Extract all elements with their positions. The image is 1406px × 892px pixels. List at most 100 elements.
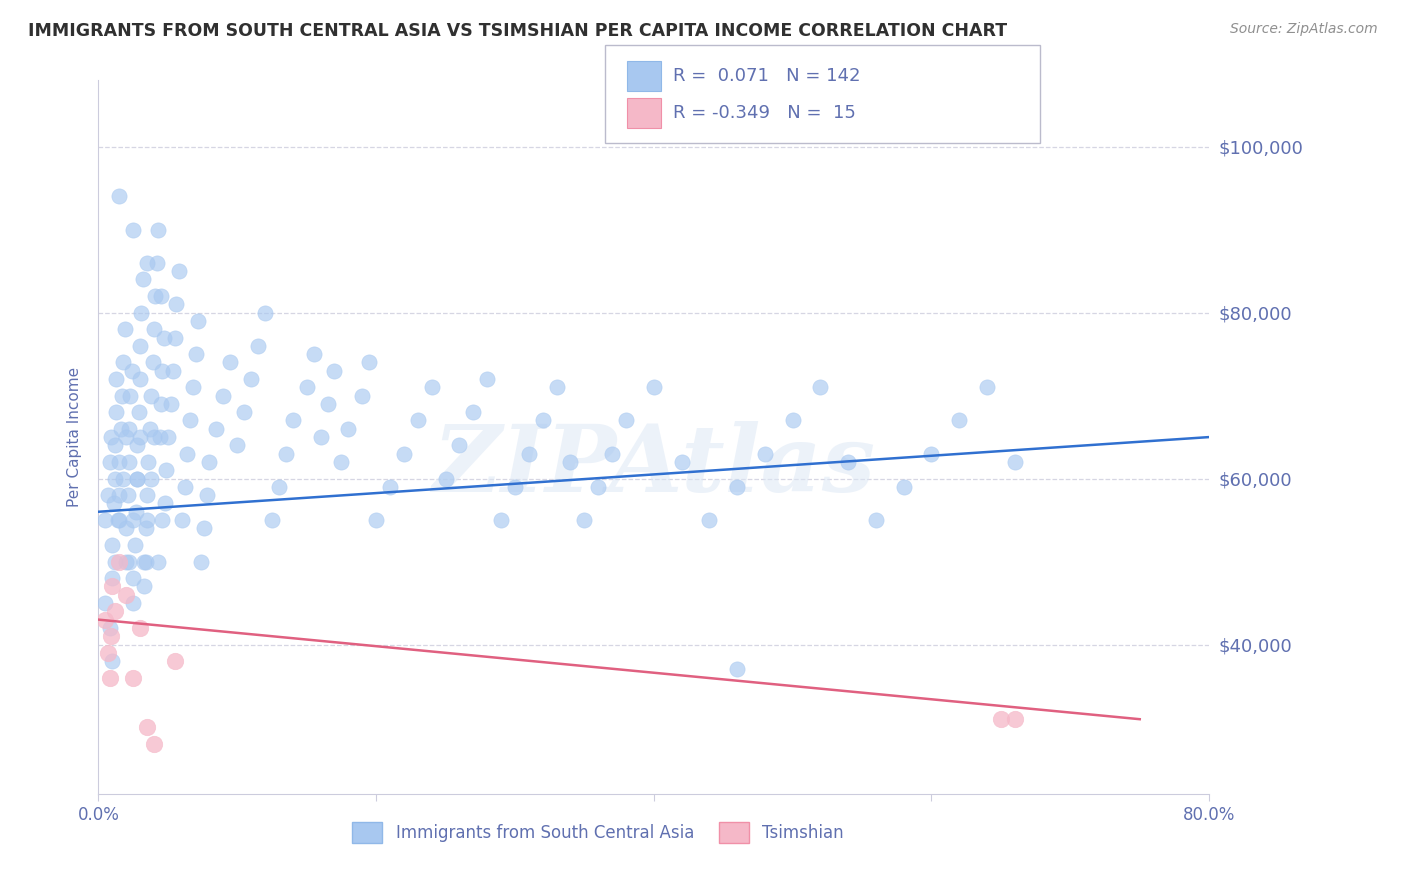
Point	[101, 654, 124, 668]
Point	[120, 388, 142, 402]
Point	[112, 355, 135, 369]
Text: IMMIGRANTS FROM SOUTH CENTRAL ASIA VS TSIMSHIAN PER CAPITA INCOME CORRELATION CH: IMMIGRANTS FROM SOUTH CENTRAL ASIA VS TS…	[28, 22, 1007, 40]
Point	[212, 388, 235, 402]
Point	[193, 521, 215, 535]
Point	[132, 272, 155, 286]
Point	[101, 538, 124, 552]
Point	[176, 447, 198, 461]
Point	[247, 339, 270, 353]
Point	[754, 447, 776, 461]
Point	[198, 455, 221, 469]
Point	[233, 405, 256, 419]
Point	[94, 596, 117, 610]
Point	[101, 571, 124, 585]
Point	[141, 388, 163, 402]
Point	[97, 646, 120, 660]
Point	[118, 422, 141, 436]
Point	[136, 256, 159, 270]
Point	[990, 712, 1012, 726]
Point	[181, 380, 204, 394]
Point	[170, 513, 193, 527]
Point	[267, 480, 290, 494]
Point	[101, 579, 124, 593]
Point	[141, 472, 163, 486]
Point	[112, 472, 135, 486]
Point	[143, 737, 166, 751]
Point	[127, 472, 149, 486]
Point	[122, 596, 145, 610]
Point	[149, 289, 172, 303]
Point	[323, 364, 346, 378]
Point	[104, 438, 127, 452]
Point	[136, 488, 159, 502]
Point	[115, 588, 138, 602]
Text: R =  0.071   N = 142: R = 0.071 N = 142	[673, 67, 860, 85]
Point	[143, 322, 166, 336]
Point	[114, 322, 136, 336]
Point	[108, 488, 131, 502]
Point	[574, 513, 596, 527]
Point	[190, 555, 212, 569]
Point	[449, 438, 471, 452]
Point	[146, 555, 169, 569]
Point	[115, 430, 138, 444]
Point	[337, 422, 360, 436]
Point	[135, 521, 157, 535]
Point	[517, 447, 540, 461]
Legend: Immigrants from South Central Asia, Tsimshian: Immigrants from South Central Asia, Tsim…	[346, 815, 851, 850]
Point	[489, 513, 512, 527]
Point	[124, 538, 146, 552]
Point	[725, 662, 748, 676]
Point	[725, 480, 748, 494]
Point	[122, 671, 145, 685]
Point	[173, 480, 195, 494]
Point	[122, 571, 145, 585]
Point	[131, 305, 153, 319]
Point	[205, 422, 228, 436]
Point	[143, 289, 166, 303]
Point	[129, 430, 152, 444]
Point	[98, 621, 121, 635]
Point	[129, 339, 152, 353]
Point	[352, 388, 374, 402]
Point	[128, 405, 150, 419]
Point	[195, 488, 218, 502]
Point	[893, 480, 915, 494]
Y-axis label: Per Capita Income: Per Capita Income	[66, 367, 82, 508]
Point	[118, 555, 141, 569]
Point	[167, 264, 190, 278]
Point	[108, 455, 131, 469]
Text: Source: ZipAtlas.com: Source: ZipAtlas.com	[1230, 22, 1378, 37]
Point	[226, 438, 249, 452]
Point	[976, 380, 998, 394]
Point	[643, 380, 665, 394]
Point	[115, 521, 138, 535]
Point	[104, 604, 127, 618]
Point	[1004, 455, 1026, 469]
Point	[699, 513, 721, 527]
Point	[253, 305, 276, 319]
Point	[948, 413, 970, 427]
Point	[129, 372, 152, 386]
Point	[187, 314, 209, 328]
Point	[134, 555, 156, 569]
Point	[600, 447, 623, 461]
Point	[240, 372, 263, 386]
Point	[179, 413, 201, 427]
Point	[145, 256, 167, 270]
Point	[463, 405, 485, 419]
Point	[614, 413, 637, 427]
Point	[155, 463, 177, 477]
Point	[100, 430, 122, 444]
Point	[111, 388, 134, 402]
Point	[118, 455, 141, 469]
Point	[503, 480, 526, 494]
Point	[122, 513, 145, 527]
Point	[129, 621, 152, 635]
Point	[162, 364, 184, 378]
Point	[122, 222, 145, 236]
Point	[125, 505, 148, 519]
Point	[150, 513, 173, 527]
Point	[865, 513, 887, 527]
Point	[121, 364, 143, 378]
